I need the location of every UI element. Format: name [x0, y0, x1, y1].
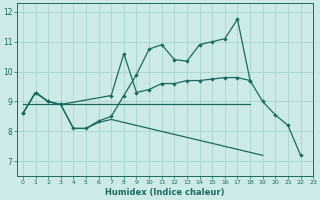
X-axis label: Humidex (Indice chaleur): Humidex (Indice chaleur) — [105, 188, 225, 197]
